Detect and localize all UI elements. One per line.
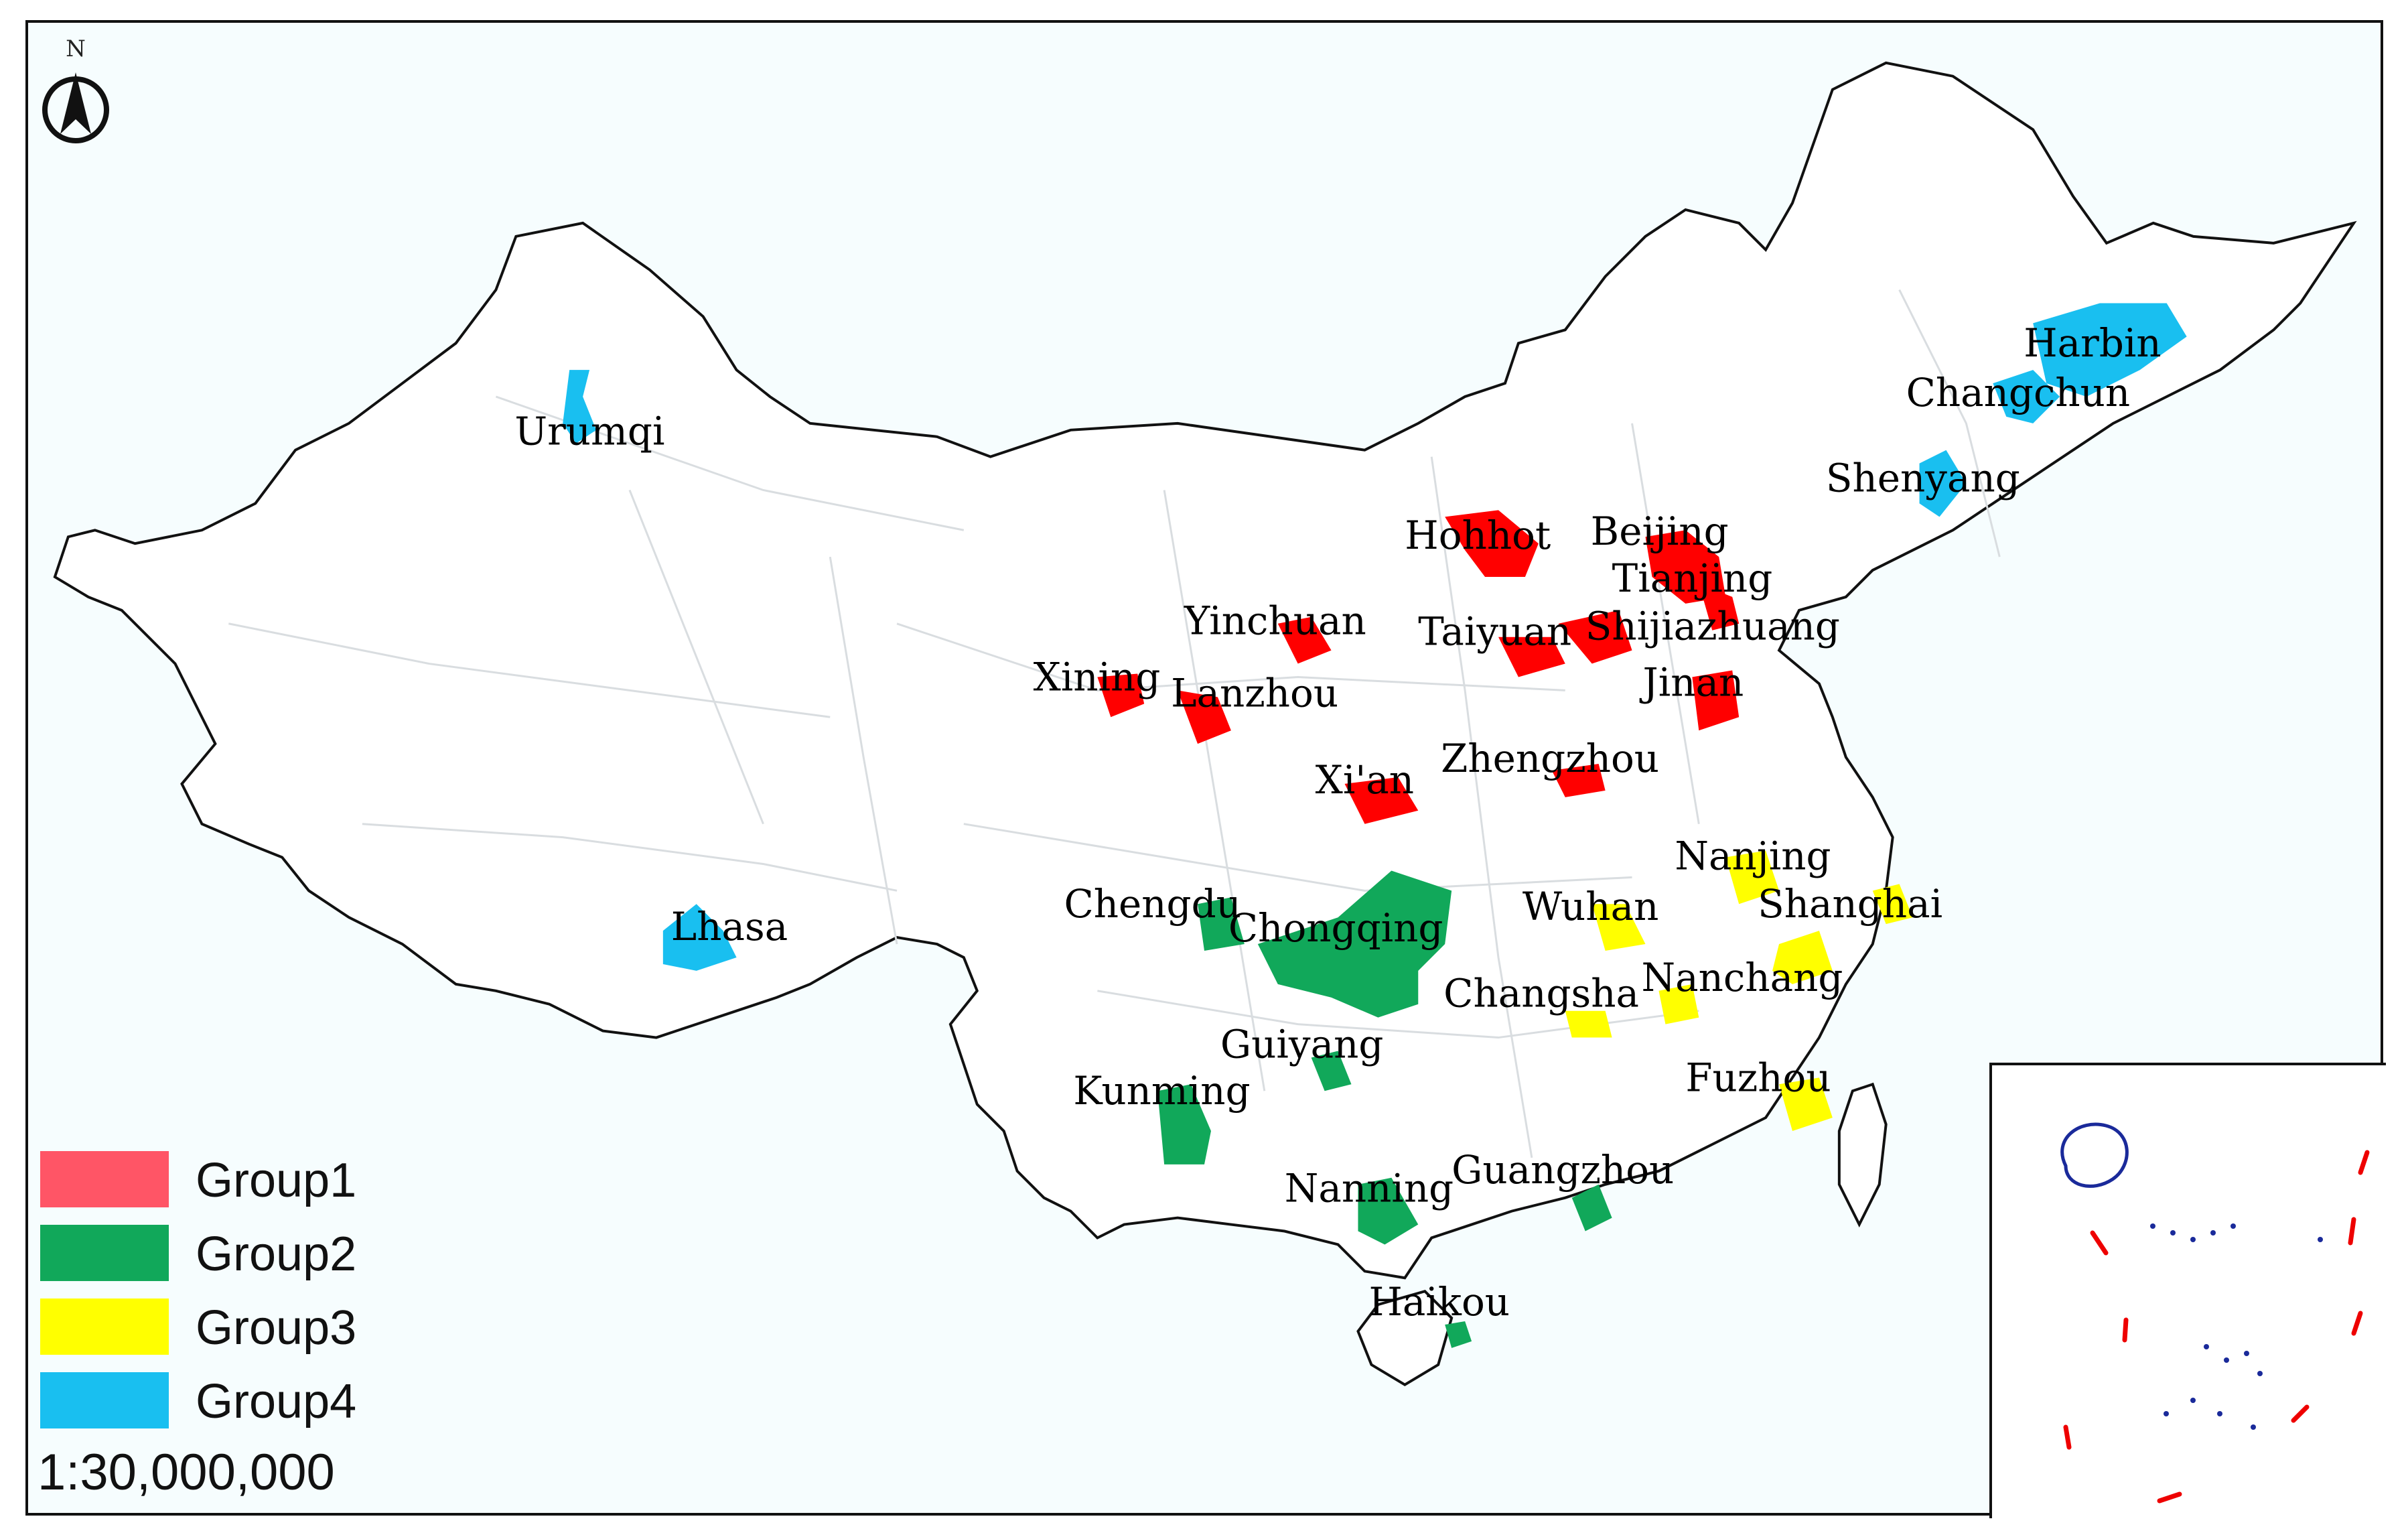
label-hohhot: Hohhot — [1405, 513, 1551, 558]
chengdu-region — [1198, 897, 1245, 951]
hainan-island — [1356, 1289, 1454, 1387]
label-tianjing: Tianjing — [1612, 555, 1773, 601]
xining-region — [1097, 673, 1145, 718]
shanghai-region-2 — [1772, 931, 1833, 984]
label-fuzhou: Fuzhou — [1685, 1055, 1831, 1100]
legend-label-group1: Group1 — [196, 1154, 357, 1207]
map-scale: 1:30,000,000 — [38, 1444, 335, 1501]
label-xian: Xi'an — [1316, 757, 1414, 803]
label-nanjing: Nanjing — [1675, 833, 1831, 878]
label-zhengzhou: Zhengzhou — [1441, 736, 1659, 781]
wuhan-region — [1591, 904, 1646, 951]
nanchang-region — [1658, 984, 1699, 1024]
label-shenyang: Shenyang — [1826, 456, 2020, 501]
legend-swatch-group3 — [40, 1298, 169, 1355]
chongqing-region — [1257, 870, 1452, 1018]
changchun-region — [1993, 370, 2060, 423]
legend-label-group4: Group4 — [196, 1375, 357, 1428]
label-changchun: Changchun — [1906, 370, 2131, 415]
north-label: N — [66, 36, 86, 62]
city-labels: Urumqi Harbin Changchun Shenyang Hohhot … — [514, 320, 2161, 1325]
taiyuan-region — [1498, 637, 1565, 677]
shenyang-region — [1919, 450, 1967, 517]
nanjing-region — [1725, 850, 1780, 905]
label-wuhan: Wuhan — [1522, 884, 1658, 929]
south-china-sea-inset — [1989, 1063, 2386, 1518]
label-yinchuan: Yinchuan — [1184, 598, 1366, 644]
guangzhou-region — [1571, 1184, 1612, 1231]
legend-item-group2: Group2 — [40, 1215, 402, 1289]
jinan-region — [1692, 670, 1740, 731]
label-changsha: Changsha — [1443, 971, 1639, 1016]
legend-swatch-group1 — [40, 1151, 169, 1207]
beijing-region — [1645, 530, 1726, 604]
lhasa-region — [662, 904, 737, 971]
legend-label-group3: Group3 — [196, 1301, 357, 1355]
label-shijiazhuang: Shijiazhuang — [1585, 604, 1840, 649]
label-guiyang: Guiyang — [1220, 1021, 1384, 1067]
shanghai-region — [1872, 884, 1913, 925]
label-xining: Xining — [1034, 654, 1161, 699]
label-chengdu: Chengdu — [1064, 881, 1241, 927]
lanzhou-region — [1178, 690, 1231, 744]
map-frame: Urumqi Harbin Changchun Shenyang Hohhot … — [25, 20, 2386, 1518]
label-shanghai: Shanghai — [1758, 881, 1942, 927]
label-nanning: Nanning — [1285, 1166, 1454, 1211]
changsha-region — [1565, 1010, 1612, 1038]
yinchuan-region — [1277, 616, 1332, 664]
kunming-region — [1157, 1084, 1211, 1164]
haikou-region — [1445, 1321, 1472, 1348]
map-legend: Group1 Group2 Group3 Group4 — [40, 1142, 402, 1437]
label-nanchang: Nanchang — [1642, 955, 1843, 1000]
label-lhasa: Lhasa — [671, 904, 788, 949]
label-jinan: Jinan — [1640, 659, 1744, 705]
label-beijing: Beijing — [1591, 509, 1729, 554]
legend-swatch-group4 — [40, 1372, 169, 1428]
label-kunming: Kunming — [1073, 1068, 1250, 1114]
fuzhou-region — [1779, 1077, 1833, 1132]
legend-item-group4: Group4 — [40, 1363, 402, 1437]
urumqi-region — [563, 370, 597, 444]
legend-label-group2: Group2 — [196, 1227, 357, 1281]
taiwan-island — [1837, 1082, 1888, 1228]
city-regions — [563, 303, 2187, 1348]
legend-item-group1: Group1 — [40, 1142, 402, 1215]
shijiazhuang-region — [1558, 610, 1632, 664]
legend-item-group3: Group3 — [40, 1289, 402, 1363]
hohhot-region — [1445, 510, 1539, 578]
north-arrow-icon: N — [36, 31, 115, 149]
xian-region — [1344, 777, 1419, 824]
harbin-region — [2033, 303, 2187, 397]
nanning-region — [1358, 1177, 1419, 1245]
guiyang-region — [1311, 1051, 1352, 1091]
label-haikou: Haikou — [1368, 1279, 1510, 1325]
province-boundaries — [228, 289, 2001, 1158]
zhengzhou-region — [1551, 764, 1606, 797]
label-guangzhou: Guangzhou — [1451, 1147, 1674, 1193]
label-taiyuan: Taiyuan — [1418, 609, 1571, 655]
label-urumqi: Urumqi — [514, 409, 664, 454]
legend-swatch-group2 — [40, 1225, 169, 1281]
label-lanzhou: Lanzhou — [1171, 670, 1338, 716]
label-harbin: Harbin — [2024, 320, 2161, 366]
tianjing-region — [1699, 583, 1740, 630]
china-map: Urumqi Harbin Changchun Shenyang Hohhot … — [53, 61, 2357, 1387]
label-chongqing: Chongqing — [1228, 905, 1443, 951]
